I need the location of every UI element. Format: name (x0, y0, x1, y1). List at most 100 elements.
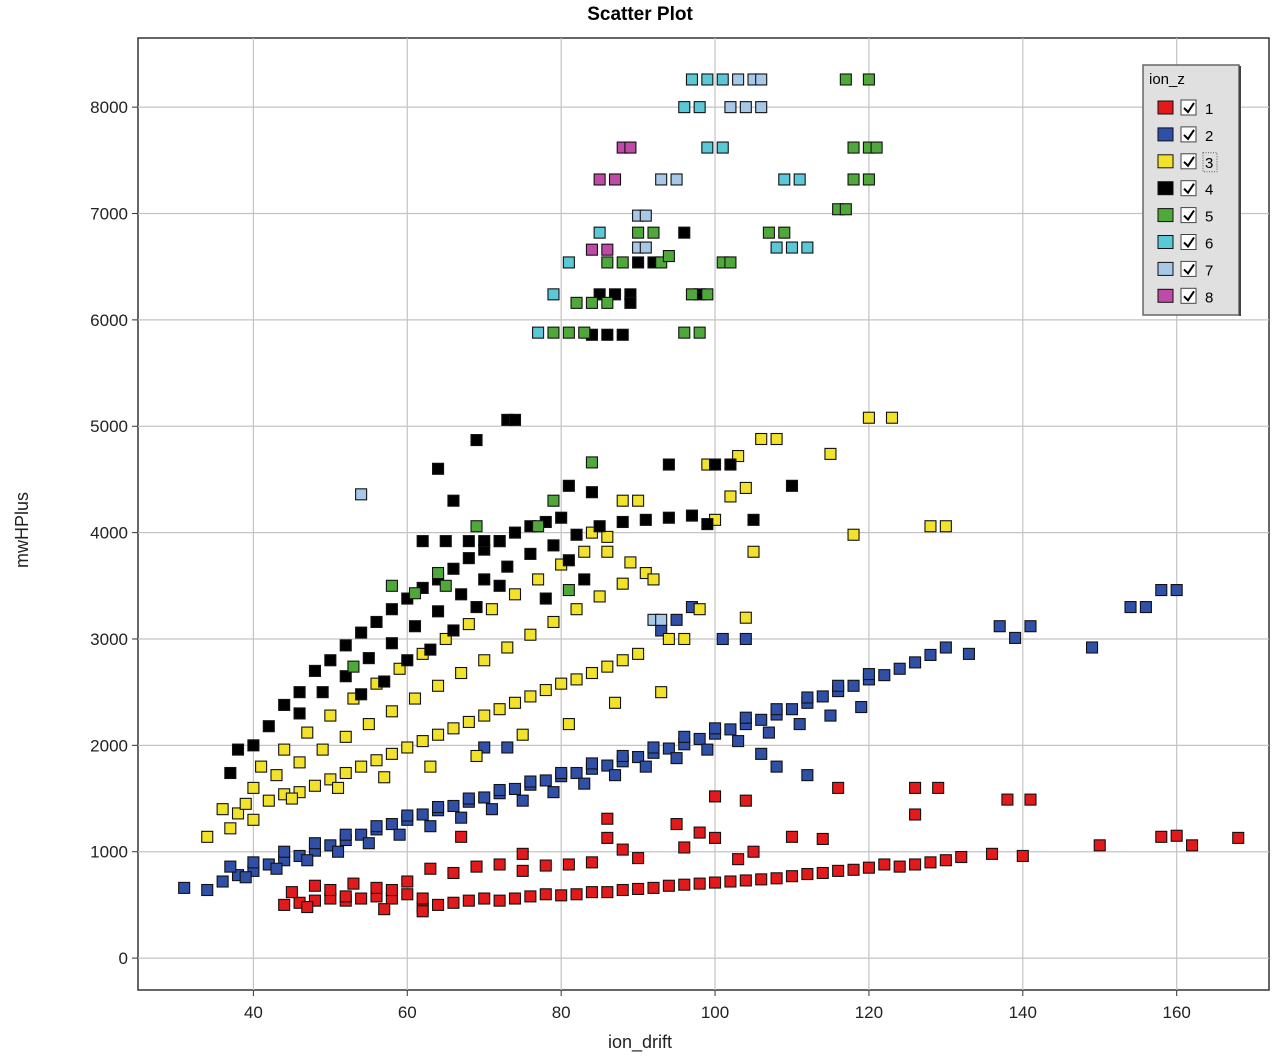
legend-item-4[interactable]: 4 (1157, 180, 1213, 199)
scatter-point (385, 637, 398, 650)
scatter-point (316, 743, 329, 756)
scatter-point (693, 877, 706, 890)
scatter-point (585, 666, 598, 680)
scatter-point (278, 698, 291, 711)
scatter-point (724, 101, 737, 114)
scatter-point (485, 803, 498, 816)
scatter-point (308, 664, 322, 677)
scatter-point (685, 73, 699, 86)
legend-checkbox[interactable] (1180, 234, 1197, 250)
scatter-point (301, 854, 314, 867)
scatter-point (385, 579, 398, 592)
scatter-point (501, 641, 514, 654)
scatter-point (501, 560, 514, 573)
scatter-point (893, 860, 906, 873)
scatter-point (385, 705, 398, 718)
scatter-point (655, 173, 668, 186)
scatter-point (439, 535, 452, 548)
scatter-point (270, 769, 283, 782)
scatter-point (570, 603, 583, 616)
legend-swatch (1157, 127, 1174, 142)
scatter-point (1001, 793, 1014, 806)
scatter-point (447, 494, 460, 507)
scatter-point (724, 875, 737, 888)
scatter-point (724, 256, 737, 269)
scatter-point (724, 723, 737, 736)
scatter-point (570, 296, 583, 309)
scatter-point (524, 890, 537, 903)
y-tick-label: 3000 (90, 630, 128, 649)
legend-checkbox[interactable] (1180, 207, 1197, 224)
x-tick-label: 160 (1162, 1003, 1190, 1022)
legend-checkbox[interactable] (1180, 126, 1197, 143)
legend-item-2[interactable]: 2 (1157, 126, 1213, 145)
legend-item-5[interactable]: 5 (1157, 207, 1213, 226)
scatter-point (693, 603, 706, 616)
scatter-point (532, 326, 545, 339)
scatter-point (732, 735, 745, 748)
scatter-point (432, 566, 445, 580)
scatter-point (793, 718, 806, 731)
scatter-point (624, 556, 637, 569)
scatter-point (362, 837, 375, 850)
scatter-point (447, 799, 460, 813)
scatter-point (370, 820, 383, 833)
scatter-point (570, 888, 583, 901)
legend-swatch (1157, 261, 1174, 276)
legend-item-7[interactable]: 7 (1157, 260, 1213, 279)
scatter-point (785, 703, 799, 716)
scatter-point (1009, 631, 1022, 644)
scatter-point (408, 620, 422, 633)
scatter-point (401, 875, 414, 888)
scatter-point (424, 862, 437, 875)
scatter-point (355, 688, 368, 701)
scatter-point (247, 781, 260, 794)
legend-item-1[interactable]: 1 (1157, 99, 1213, 118)
legend-item-6[interactable]: 6 (1157, 234, 1213, 253)
scatter-point (585, 296, 598, 309)
legend-checkbox[interactable] (1180, 180, 1197, 197)
scatter-point (324, 883, 337, 897)
scatter-point (231, 807, 245, 820)
scatter-point (678, 101, 691, 114)
scatter-point (539, 774, 552, 787)
legend-item-8[interactable]: 8 (1157, 287, 1213, 306)
x-axis-ticks: 40 60 80 100 120 140 160 (244, 990, 1191, 1022)
scatter-point (555, 766, 568, 780)
scatter-point (455, 830, 468, 843)
scatter-point (562, 718, 575, 731)
legend-title: ion_z (1149, 71, 1185, 88)
scatter-point (801, 241, 814, 254)
scatter-point (724, 458, 737, 471)
legend-checkbox[interactable] (1180, 99, 1197, 116)
scatter-point (755, 73, 768, 86)
scatter-point (678, 632, 691, 646)
checkmark-icon (1183, 236, 1195, 249)
legend-checkbox[interactable] (1180, 287, 1197, 304)
scatter-point (478, 535, 491, 548)
scatter-point (747, 845, 760, 858)
scatter-point (870, 141, 883, 154)
scatter-point (570, 766, 583, 780)
scatter-point (547, 326, 560, 339)
scatter-point (770, 241, 783, 254)
legend-checkbox[interactable] (1180, 153, 1197, 170)
scatter-point (608, 173, 622, 186)
scatter-point (308, 779, 322, 792)
scatter-point (962, 647, 975, 660)
scatter-point (301, 900, 314, 914)
legend-item-3[interactable]: 3 (1157, 152, 1218, 173)
scatter-point (839, 203, 852, 216)
series-4 (224, 226, 799, 780)
scatter-point (385, 603, 398, 616)
scatter-point (262, 794, 275, 807)
legend-swatch (1157, 100, 1174, 115)
scatter-point (839, 73, 852, 86)
legend-checkbox[interactable] (1180, 260, 1197, 277)
scatter-point (909, 858, 922, 871)
scatter-point (324, 773, 337, 786)
scatter-point (424, 820, 437, 833)
scatter-point (662, 458, 675, 471)
scatter-point (393, 662, 406, 675)
scatter-point (755, 873, 768, 886)
